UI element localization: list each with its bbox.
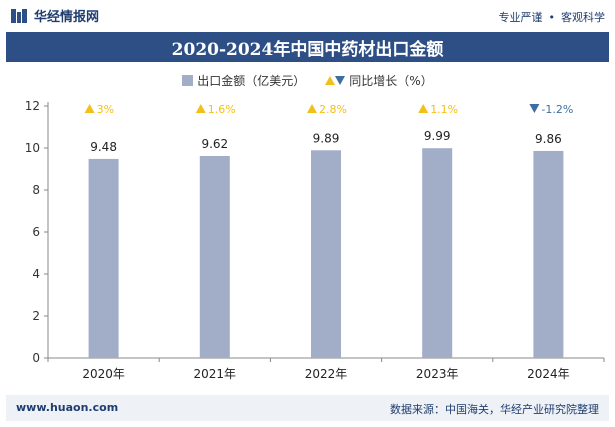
growth-up-icon <box>195 104 206 113</box>
bullet-icon: • <box>548 11 556 24</box>
slogan-left: 专业严谨 <box>498 11 543 24</box>
bar-2 <box>311 150 341 358</box>
logo: 华经情报网 <box>10 6 99 25</box>
bar-1 <box>199 155 230 358</box>
triangle-down-icon <box>335 76 346 85</box>
bar-value-label: 9.48 <box>90 140 117 154</box>
growth-label: 1.6% <box>208 103 236 116</box>
bar-value-label: 9.89 <box>313 131 340 145</box>
legend-label-growth: 同比增长（%） <box>349 74 433 88</box>
triangle-up-icon <box>325 76 336 85</box>
legend-item-growth: 同比增长（%） <box>325 72 433 89</box>
x-tick-label: 2023年 <box>416 367 459 381</box>
growth-up-icon <box>418 104 429 113</box>
bar-value-label: 9.99 <box>424 129 451 143</box>
growth-label: 3% <box>97 103 114 116</box>
legend-label-export: 出口金额（亿美元） <box>197 74 306 88</box>
logo-icon <box>11 8 27 23</box>
bar-value-label: 9.62 <box>201 137 228 151</box>
y-tick-label: 2 <box>32 309 40 323</box>
footer-source: 数据来源：中国海关，华经产业研究院整理 <box>390 403 599 416</box>
y-tick-label: 12 <box>25 99 40 113</box>
legend-swatch-bar <box>182 75 194 86</box>
bar-value-label: 9.86 <box>535 132 562 146</box>
y-tick-label: 4 <box>32 267 40 281</box>
slogan: 专业严谨 • 客观科学 <box>499 9 606 25</box>
y-tick-label: 0 <box>32 351 40 365</box>
x-tick-label: 2022年 <box>305 367 348 381</box>
chart-title-bar: 2020-2024年中国中药材出口金额 <box>6 32 609 62</box>
growth-up-icon <box>307 104 317 113</box>
y-tick-label: 6 <box>32 225 40 239</box>
legend-item-export: 出口金额（亿美元） <box>182 72 305 89</box>
x-tick-label: 2024年 <box>527 367 570 381</box>
logo-text: 华经情报网 <box>34 10 100 25</box>
footer-url[interactable]: www.huaon.com <box>16 401 119 414</box>
top-bar: 华经情报网 专业严谨 • 客观科学 <box>0 0 615 32</box>
growth-label: 2.8% <box>319 103 347 116</box>
y-tick-label: 8 <box>32 183 40 197</box>
chart-title: 2020-2024年中国中药材出口金额 <box>171 39 444 60</box>
growth-up-icon <box>84 104 95 113</box>
growth-label: 1.1% <box>430 103 458 116</box>
y-tick-label: 10 <box>25 141 40 155</box>
x-tick-label: 2020年 <box>82 367 125 381</box>
legend: 出口金额（亿美元） 同比增长（%） <box>0 72 615 89</box>
growth-label: -1.2% <box>541 103 573 116</box>
x-tick-label: 2021年 <box>194 367 237 381</box>
slogan-right: 客观科学 <box>561 11 605 24</box>
bar-3 <box>422 148 453 358</box>
growth-down-icon <box>529 104 540 113</box>
footer: www.huaon.com 数据来源：中国海关，华经产业研究院整理 <box>6 395 609 421</box>
bar-0 <box>88 158 119 358</box>
bar-4 <box>533 150 564 358</box>
